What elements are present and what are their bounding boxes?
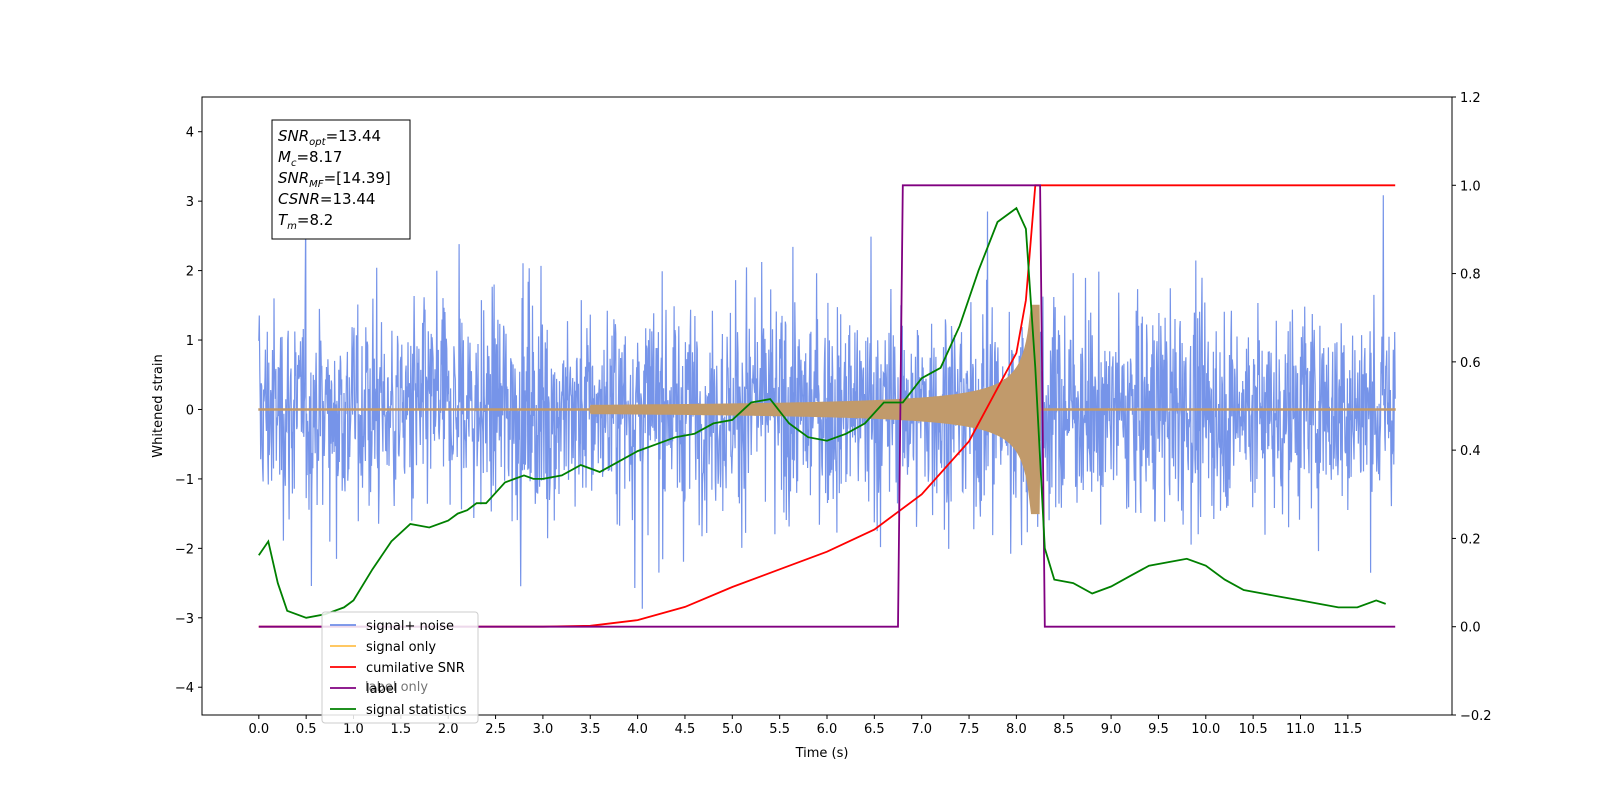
series-layer [258, 184, 1396, 628]
y2-tick-label: 1.0 [1460, 179, 1481, 194]
series-signal-only [258, 304, 1396, 515]
y2-axis-ticks: 1.2 1.0 0.8 0.6 0.4 0.2 0.0 −0.2 [1452, 91, 1492, 724]
legend: label only signal+ noise signal only cumila… [321, 611, 479, 724]
legend-label: label [366, 682, 397, 697]
legend-label: cumilative SNR [366, 661, 465, 676]
info-box-line: CSNR=13.44 [278, 190, 375, 208]
x-tick-label: 8.0 [1006, 722, 1027, 737]
x-tick-label: 5.5 [769, 722, 790, 737]
y-tick-label: −4 [175, 681, 194, 696]
x-tick-label: 9.5 [1148, 722, 1169, 737]
x-tick-label: 2.0 [438, 722, 459, 737]
x-axis-label: Time (s) [795, 746, 849, 761]
x-tick-label: 10.0 [1191, 722, 1220, 737]
info-box-frame [271, 119, 411, 240]
legend-frame [321, 611, 479, 724]
series-cumulative-snr [258, 184, 1396, 628]
info-box-line: SNRopt=13.44 [278, 127, 381, 148]
x-tick-label: 2.5 [485, 722, 506, 737]
x-tick-label: 9.0 [1101, 722, 1122, 737]
series-signal-statistics [258, 206, 1387, 619]
y2-tick-label: 0.4 [1460, 444, 1481, 459]
y2-tick-label: 0.8 [1460, 268, 1481, 283]
info-box: SNRopt=13.44Mc=8.17SNRMF=[14.39]CSNR=13.… [271, 119, 411, 240]
x-axis-ticks: 0.0 0.5 1.0 1.5 2.0 2.5 3.0 3.5 4.0 4.5 5.0 5.5 6.0 6… [248, 715, 1362, 737]
y-axis-ticks: 4 3 2 1 0 −1 −2 −3 −4 [175, 126, 202, 696]
legend-hidden-label: label only [365, 680, 428, 695]
y2-tick-label: 0.2 [1460, 532, 1481, 547]
y-tick-label: 4 [186, 126, 194, 141]
x-tick-label: 3.0 [533, 722, 554, 737]
info-box-line: Tm=8.2 [278, 211, 333, 232]
y2-tick-label: −0.2 [1460, 709, 1492, 724]
y-tick-label: 3 [186, 195, 194, 210]
x-tick-label: 7.5 [959, 722, 980, 737]
y-axis-label: Whitened strain [151, 354, 166, 457]
y-tick-label: 0 [186, 403, 194, 418]
y-tick-label: −2 [175, 542, 194, 557]
x-tick-label: 11.5 [1333, 722, 1362, 737]
x-tick-label: 5.0 [722, 722, 743, 737]
legend-label: signal only [366, 640, 436, 655]
x-tick-label: 3.5 [580, 722, 601, 737]
legend-label: signal statistics [366, 703, 467, 718]
x-tick-label: 6.5 [864, 722, 885, 737]
x-tick-label: 7.0 [911, 722, 932, 737]
x-tick-label: 10.5 [1239, 722, 1268, 737]
x-tick-label: 0.5 [296, 722, 317, 737]
y2-tick-label: 0.6 [1460, 356, 1481, 371]
info-box-line: Mc=8.17 [278, 148, 342, 169]
x-tick-label: 8.5 [1053, 722, 1074, 737]
x-tick-label: 6.0 [817, 722, 838, 737]
y-tick-label: −1 [175, 473, 194, 488]
info-box-line: SNRMF=[14.39] [278, 169, 391, 190]
x-tick-label: 1.0 [343, 722, 364, 737]
x-tick-label: 0.0 [248, 722, 269, 737]
series-signal-plus-noise [258, 195, 1396, 609]
y-tick-label: 2 [186, 265, 194, 280]
y2-tick-label: 1.2 [1460, 91, 1481, 106]
legend-label: signal+ noise [366, 619, 454, 634]
y2-tick-label: 0.0 [1460, 621, 1481, 636]
x-tick-label: 4.0 [627, 722, 648, 737]
x-tick-label: 1.5 [391, 722, 412, 737]
y-tick-label: 1 [186, 334, 194, 349]
series-label [258, 184, 1396, 628]
x-tick-label: 11.0 [1286, 722, 1315, 737]
x-tick-label: 4.5 [675, 722, 696, 737]
y-tick-label: −3 [175, 612, 194, 627]
